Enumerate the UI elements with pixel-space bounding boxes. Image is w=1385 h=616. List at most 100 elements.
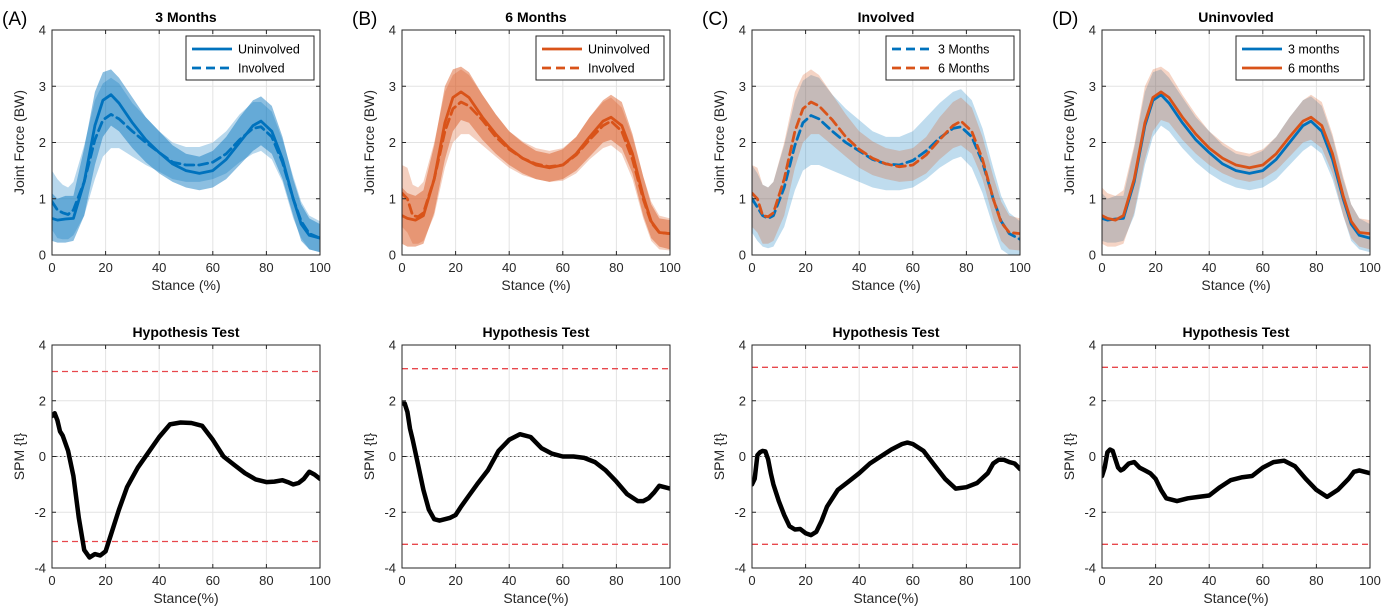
legend-box [1235, 35, 1365, 81]
y-tick-label: -4 [734, 561, 746, 576]
x-tick-label: 40 [152, 573, 166, 588]
y-tick-label: 1 [1089, 191, 1096, 206]
y-tick-label: 0 [739, 449, 746, 464]
confidence-band [752, 69, 1020, 251]
panel-letter: (A) [2, 9, 27, 30]
x-tick-label: 40 [1202, 260, 1216, 275]
chart-panel-2: 0 20 40 60 80 100 0 1 2 3 4 Stance (%) Joint Force (… [352, 9, 681, 293]
x-tick-label: 0 [48, 260, 55, 275]
x-tick-label: 80 [609, 260, 623, 275]
legend-box [185, 35, 315, 81]
x-axis-label: Stance (%) [151, 277, 220, 293]
x-tick-label: 60 [906, 573, 920, 588]
y-tick-label: 2 [739, 135, 746, 150]
y-tick-label: 0 [389, 248, 396, 263]
panel-letter: (C) [702, 9, 728, 30]
x-axis-label: Stance (%) [851, 277, 920, 293]
x-tick-label: 0 [1098, 573, 1105, 588]
x-tick-label: 80 [259, 260, 273, 275]
plot-content [52, 370, 320, 560]
y-tick-label: 1 [739, 191, 746, 206]
y-tick-label: 4 [739, 23, 746, 38]
y-tick-label: -4 [384, 561, 396, 576]
y-tick-label: -4 [34, 561, 46, 576]
y-tick-label: 2 [389, 393, 396, 408]
series-line [52, 113, 320, 240]
chart-title: Uninvovled [1198, 9, 1273, 25]
series-line [402, 401, 670, 523]
y-axis-label: SPM {t} [1061, 432, 1077, 480]
legend-label: Involved [588, 62, 635, 76]
panel-letter: (D) [1052, 9, 1078, 30]
x-tick-label: 0 [398, 260, 405, 275]
series-line [52, 93, 320, 240]
x-axis-label: Stance(%) [1203, 590, 1268, 606]
x-tick-label: 80 [609, 573, 623, 588]
x-tick-label: 100 [1359, 573, 1381, 588]
chart-title: Hypothesis Test [132, 324, 239, 340]
y-tick-label: 3 [389, 79, 396, 94]
y-tick-label: 0 [1089, 449, 1096, 464]
chart-title: 6 Months [505, 9, 567, 25]
y-tick-label: 2 [39, 135, 46, 150]
x-axis-label: Stance (%) [501, 277, 570, 293]
x-tick-label: 0 [1098, 260, 1105, 275]
panel-letter: (B) [352, 9, 377, 30]
y-tick-label: 0 [739, 248, 746, 263]
x-tick-label: 80 [1309, 260, 1323, 275]
confidence-band [1102, 69, 1370, 253]
chart-title: Hypothesis Test [1182, 324, 1289, 340]
legend-label: 3 Months [938, 43, 989, 57]
confidence-band [402, 69, 670, 251]
y-tick-label: 4 [39, 338, 46, 353]
y-tick-label: -2 [34, 505, 46, 520]
x-tick-label: 60 [556, 573, 570, 588]
x-tick-label: 20 [1148, 260, 1162, 275]
y-tick-label: 2 [1089, 393, 1096, 408]
x-tick-label: 40 [1202, 573, 1216, 588]
x-tick-label: 20 [798, 573, 812, 588]
x-tick-label: 60 [1256, 260, 1270, 275]
confidence-band [1102, 66, 1370, 250]
chart-panel-1: 0 20 40 60 80 100 0 1 2 3 4 Stance (%) Joint Force (… [2, 9, 331, 293]
legend-box [885, 35, 1015, 81]
x-tick-label: 80 [1309, 573, 1323, 588]
x-tick-label: 100 [659, 573, 681, 588]
x-tick-label: 100 [1009, 573, 1031, 588]
y-tick-label: 4 [39, 23, 46, 38]
chart-title: Hypothesis Test [832, 324, 939, 340]
series-line [752, 440, 1020, 538]
y-tick-label: -2 [1084, 505, 1096, 520]
y-tick-label: 0 [39, 248, 46, 263]
chart-panel-5: 0 20 40 60 80 100 -4 -2 0 2 4 Stance(%) SPM {t} Hypot… [11, 324, 331, 606]
x-tick-label: 60 [906, 260, 920, 275]
x-tick-label: 20 [448, 573, 462, 588]
x-tick-label: 60 [206, 260, 220, 275]
y-tick-label: 4 [1089, 338, 1096, 353]
series-line [1102, 90, 1370, 235]
plot-content [402, 368, 670, 545]
confidence-band [52, 69, 320, 253]
y-tick-label: -2 [384, 505, 396, 520]
chart-panel-6: 0 20 40 60 80 100 -4 -2 0 2 4 Stance(%) SPM {t} Hypot… [361, 324, 681, 606]
series-line [402, 100, 670, 235]
confidence-band [402, 66, 670, 250]
x-tick-label: 60 [556, 260, 570, 275]
y-axis-label: SPM {t} [11, 432, 27, 480]
x-tick-label: 100 [309, 260, 331, 275]
y-tick-label: -4 [1084, 561, 1096, 576]
series-line [752, 100, 1020, 235]
y-tick-label: 4 [389, 23, 396, 38]
y-tick-label: 0 [389, 449, 396, 464]
x-tick-label: 100 [659, 260, 681, 275]
plot-content [1102, 366, 1370, 545]
x-tick-label: 0 [398, 573, 405, 588]
y-tick-label: 0 [1089, 248, 1096, 263]
y-axis-label: SPM {t} [711, 432, 727, 480]
y-tick-label: 2 [39, 393, 46, 408]
x-tick-label: 80 [259, 573, 273, 588]
x-tick-label: 20 [448, 260, 462, 275]
y-tick-label: 1 [39, 191, 46, 206]
y-tick-label: 1 [389, 191, 396, 206]
